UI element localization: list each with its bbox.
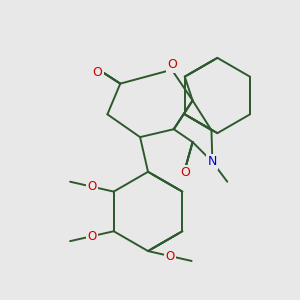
Text: O: O — [87, 230, 97, 243]
Text: O: O — [165, 250, 174, 262]
Text: O: O — [87, 180, 97, 193]
Text: O: O — [167, 58, 177, 71]
Text: N: N — [208, 155, 217, 168]
Text: O: O — [181, 166, 190, 179]
Text: O: O — [93, 66, 102, 79]
